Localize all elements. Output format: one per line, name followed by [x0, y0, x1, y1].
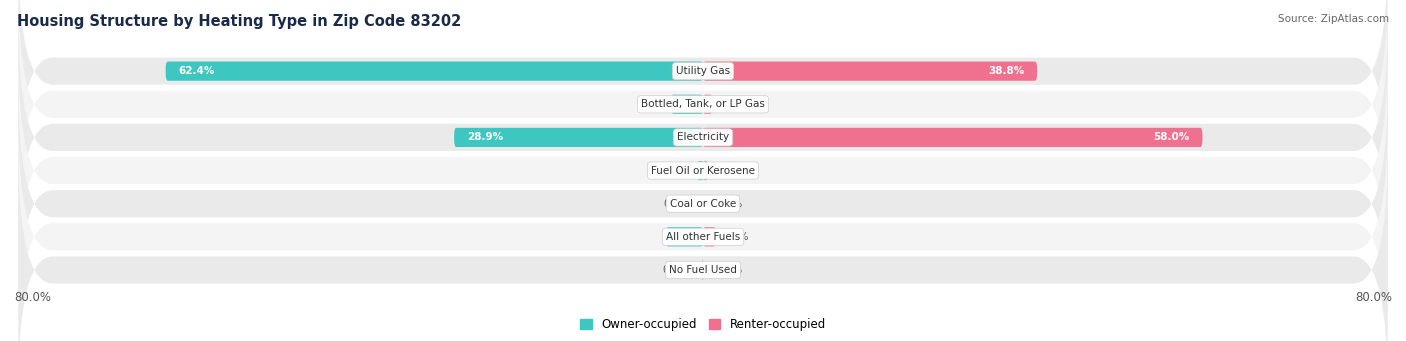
FancyBboxPatch shape [703, 61, 1038, 81]
FancyBboxPatch shape [18, 0, 1388, 190]
FancyBboxPatch shape [703, 95, 713, 114]
Text: 4.3%: 4.3% [679, 232, 709, 242]
FancyBboxPatch shape [18, 18, 1388, 256]
Text: 28.9%: 28.9% [467, 132, 503, 143]
FancyBboxPatch shape [671, 95, 703, 114]
Text: 1.5%: 1.5% [723, 232, 749, 242]
Text: Fuel Oil or Kerosene: Fuel Oil or Kerosene [651, 165, 755, 176]
FancyBboxPatch shape [703, 161, 707, 180]
FancyBboxPatch shape [18, 151, 1388, 341]
FancyBboxPatch shape [166, 61, 703, 81]
Text: 0.12%: 0.12% [662, 265, 695, 275]
Text: 0.0%: 0.0% [664, 199, 690, 209]
Text: 0.0%: 0.0% [716, 199, 742, 209]
Text: 0.0%: 0.0% [716, 265, 742, 275]
FancyBboxPatch shape [454, 128, 703, 147]
Text: 0.55%: 0.55% [714, 165, 748, 176]
FancyBboxPatch shape [18, 85, 1388, 323]
Text: Housing Structure by Heating Type in Zip Code 83202: Housing Structure by Heating Type in Zip… [17, 14, 461, 29]
Text: No Fuel Used: No Fuel Used [669, 265, 737, 275]
Text: Source: ZipAtlas.com: Source: ZipAtlas.com [1278, 14, 1389, 24]
Text: Utility Gas: Utility Gas [676, 66, 730, 76]
Legend: Owner-occupied, Renter-occupied: Owner-occupied, Renter-occupied [575, 313, 831, 336]
FancyBboxPatch shape [703, 128, 1202, 147]
Text: 3.7%: 3.7% [685, 99, 713, 109]
Text: All other Fuels: All other Fuels [666, 232, 740, 242]
FancyBboxPatch shape [703, 227, 716, 247]
FancyBboxPatch shape [666, 227, 703, 247]
Text: 80.0%: 80.0% [14, 291, 51, 303]
Text: 58.0%: 58.0% [1153, 132, 1189, 143]
FancyBboxPatch shape [697, 161, 703, 180]
Text: 38.8%: 38.8% [988, 66, 1024, 76]
Text: Bottled, Tank, or LP Gas: Bottled, Tank, or LP Gas [641, 99, 765, 109]
Text: Electricity: Electricity [676, 132, 730, 143]
Text: Coal or Coke: Coal or Coke [669, 199, 737, 209]
FancyBboxPatch shape [18, 0, 1388, 223]
Text: 1.1%: 1.1% [720, 99, 745, 109]
Text: 62.4%: 62.4% [179, 66, 215, 76]
FancyBboxPatch shape [18, 118, 1388, 341]
Text: 0.61%: 0.61% [658, 165, 690, 176]
Text: 80.0%: 80.0% [1355, 291, 1392, 303]
FancyBboxPatch shape [18, 51, 1388, 290]
